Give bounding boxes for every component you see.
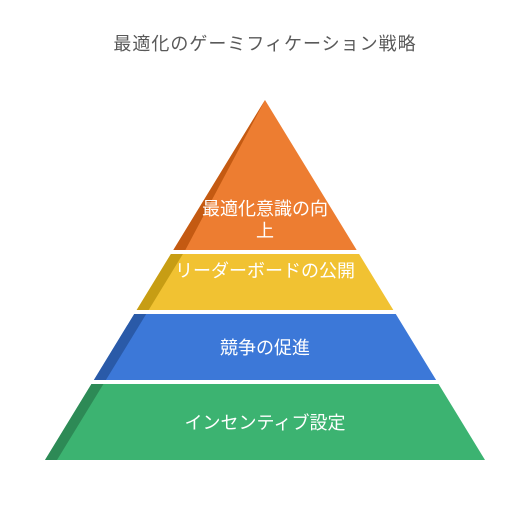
pyramid-svg xyxy=(45,100,485,460)
pyramid-level-2 xyxy=(94,314,436,380)
pyramid-chart: 最適化意識の向上リーダーボードの公開競争の促進インセンティブ設定 xyxy=(45,100,485,460)
pyramid-level-3 xyxy=(45,384,485,460)
chart-title: 最適化のゲーミフィケーション戦略 xyxy=(0,30,530,56)
pyramid-level-0 xyxy=(173,100,356,250)
